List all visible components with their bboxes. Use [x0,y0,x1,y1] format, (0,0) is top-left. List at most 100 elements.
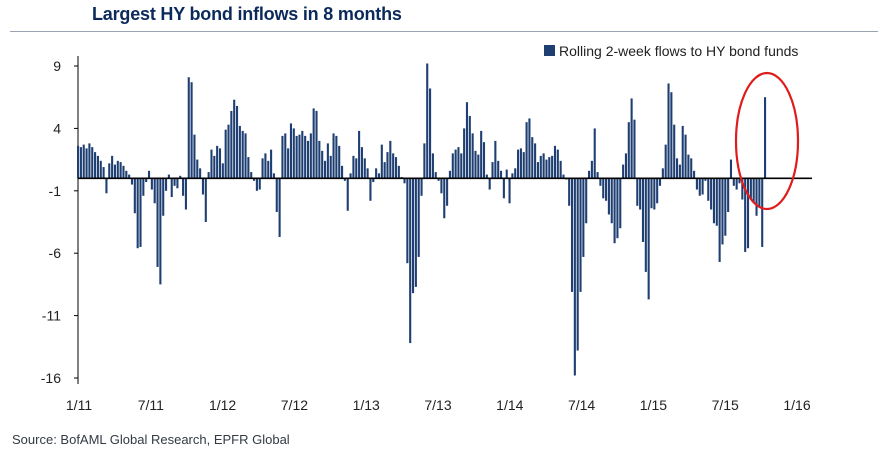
bar [497,160,500,179]
bar [409,178,412,344]
bar [235,105,239,179]
bar [270,149,273,179]
bar [389,140,392,179]
bar [133,178,136,214]
bar [531,137,534,179]
bar [511,173,514,179]
bar [539,155,542,179]
bar [480,130,483,179]
bar [485,174,488,179]
bar [684,134,687,179]
bar [201,178,205,195]
bar [335,135,338,179]
bar [397,165,400,179]
bar [332,133,335,179]
bar [315,110,318,179]
bar [641,178,645,242]
bar [755,178,758,216]
bar [434,172,437,179]
bar [119,162,122,179]
bar [454,149,457,179]
bar [738,178,741,184]
bar [658,178,662,186]
bar [443,178,446,219]
bar [272,173,275,179]
bar [593,128,596,179]
bar [670,92,673,179]
bar [102,167,105,179]
bar [630,98,633,179]
bar [457,147,460,179]
bar [355,158,358,179]
bar [411,178,415,294]
bar [468,115,471,179]
bar [150,178,153,190]
bar [451,153,454,179]
bar [165,178,168,191]
y-tick-label: -11 [42,308,61,324]
bar [91,147,94,179]
bar [570,178,574,292]
bar [253,178,256,181]
bar [426,63,429,179]
bar [96,155,99,179]
bar [145,178,148,183]
bar [321,150,324,179]
bar [88,143,91,179]
bar [579,178,582,292]
bar [184,178,187,210]
bar [309,133,312,179]
x-tick-label: 1/12 [209,397,236,413]
bar [221,163,224,179]
bar [85,148,88,179]
bar [693,170,696,179]
bar [553,145,557,179]
bar-series [77,63,767,376]
bar [749,178,752,200]
bar [761,178,764,247]
bar [590,160,593,179]
legend-label: Rolling 2-week flows to HY bond funds [559,43,798,59]
bar [139,178,142,247]
bar [380,144,383,179]
bar [130,178,134,185]
bar [258,178,261,190]
bar [113,164,116,179]
bar [712,178,715,224]
bar [431,153,434,179]
bar [556,149,559,179]
bar [250,172,253,179]
bar [199,168,202,179]
bar [369,178,372,201]
bar [627,122,630,179]
bar [216,145,219,179]
bar [323,160,327,179]
bar [429,88,432,179]
x-tick-label: 1/13 [353,397,380,413]
bar [108,163,111,179]
x-tick-label: 1/15 [640,397,667,413]
bar [255,178,258,191]
bar [406,178,409,264]
bar [596,172,599,179]
bar [306,140,310,179]
bar [707,178,710,201]
bar [732,178,735,186]
bar [241,130,244,179]
bar [724,178,727,236]
bar [238,125,241,179]
bar [653,178,656,210]
bar [536,162,539,179]
bar [190,82,193,179]
bar [383,162,386,179]
bar [136,178,139,249]
bar [318,140,321,179]
bar [363,158,366,179]
bar [156,178,159,267]
bar [562,174,565,179]
bar [301,130,304,179]
bar [752,178,755,204]
bar [153,178,156,204]
bar [360,147,363,179]
y-tick-label: -16 [41,370,61,386]
